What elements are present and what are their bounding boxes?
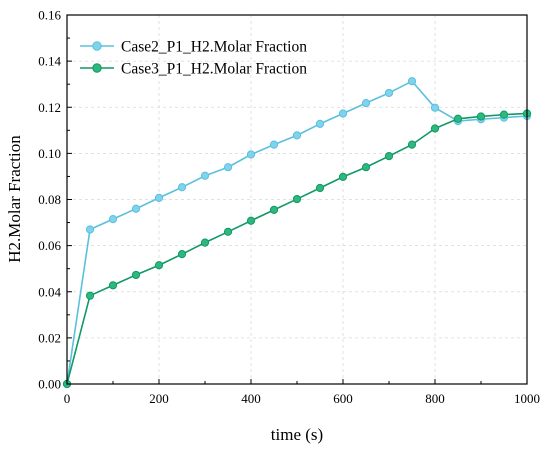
data-point [108,281,118,290]
data-point [154,261,164,270]
data-point [292,194,302,204]
legend-swatch-marker [92,63,102,73]
data-point [407,77,417,86]
data-point [177,183,187,192]
data-point [223,163,233,172]
data-point [85,291,95,300]
data-point [315,183,325,193]
data-point [177,250,187,259]
x-tick-label: 400 [241,391,261,406]
data-point [131,204,141,213]
data-point [246,216,256,225]
data-point [108,215,118,224]
data-point [384,152,394,161]
data-point [154,193,164,202]
data-point [430,124,440,133]
legend-item-2: Case3_P1_H2.Molar Fraction [80,61,307,78]
x-tick-label: 200 [149,391,169,406]
ticks: 0 200 400 600 800 1000 0.00 0.02 0.04 0.06 0.08 0.1… [38,8,540,407]
data-point [407,140,417,149]
data-point [315,119,325,128]
x-tick-label: 0 [64,391,71,406]
y-tick-label: 0.14 [38,54,61,69]
data-point [246,150,256,159]
y-tick-label: 0.16 [38,8,61,23]
data-point [223,227,233,236]
y-axis-title: H2.Molar Fraction [5,135,24,263]
y-tick-label: 0.12 [38,100,61,115]
data-point [338,109,348,118]
data-point [361,98,371,108]
y-tick-label: 0.10 [38,146,61,161]
data-point [499,110,509,119]
data-point [85,225,95,234]
y-tick-label: 0.08 [38,192,61,207]
series-2 [62,109,532,389]
legend-label: Case2_P1_H2.Molar Fraction [121,39,307,56]
series-1 [62,77,532,389]
data-point [131,270,141,280]
data-point [476,112,486,121]
data-point [430,103,440,112]
data-point [453,114,463,123]
x-tick-label: 1000 [514,391,540,406]
data-point [292,131,302,140]
series-line [66,80,528,385]
x-axis-title: time (s) [271,425,323,444]
y-tick-label: 0.06 [38,238,61,253]
y-tick-label: 0.02 [38,330,61,345]
series-layer [62,77,532,389]
data-point [338,172,348,181]
data-point [269,205,279,214]
y-tick-label: 0.04 [38,284,61,299]
legend: Case2_P1_H2.Molar Fraction Case3_P1_H2.Mo… [80,39,307,78]
data-point [200,238,210,247]
x-tick-label: 600 [333,391,353,406]
x-tick-label: 800 [425,391,445,406]
series-line [66,112,528,385]
legend-label: Case3_P1_H2.Molar Fraction [121,61,307,78]
data-point [361,163,371,172]
y-tick-label: 0.00 [38,377,61,392]
data-point [200,171,210,180]
legend-item-1: Case2_P1_H2.Molar Fraction [80,39,307,56]
data-point [384,88,394,98]
data-point [269,140,279,149]
legend-swatch-marker [92,41,102,51]
